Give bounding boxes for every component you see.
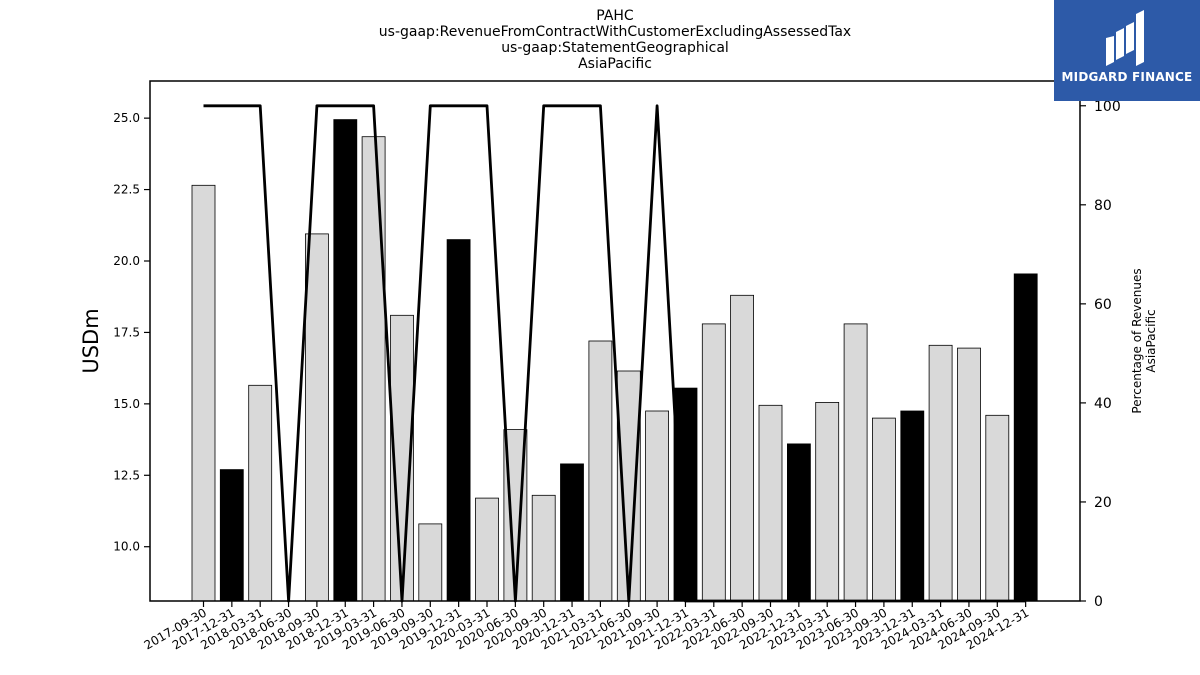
bar-2021-06-30 (616, 370, 641, 602)
bar-2018-03-31 (248, 384, 273, 602)
logo: MIDGARD FINANCE (1054, 0, 1200, 101)
title-line-1: us-gaap:RevenueFromContractWithCustomerE… (379, 24, 851, 40)
y-tick-label: 17.5 (113, 325, 140, 339)
bar-2024-12-31 (1013, 273, 1038, 602)
bar-2022-12-31 (787, 443, 811, 602)
chart-title: PAHCus-gaap:RevenueFromContractWithCusto… (379, 8, 851, 72)
bar-2017-09-30 (191, 184, 216, 602)
bar-2022-09-30 (758, 404, 783, 602)
bar-2021-09-30 (645, 410, 669, 602)
y-tick-label: 20.0 (113, 254, 140, 268)
title-line-0: PAHC (596, 8, 634, 24)
y-right-tick-label: 60 (1094, 297, 1112, 313)
bar-2024-09-30 (985, 414, 1010, 602)
bar-2019-09-30 (418, 523, 443, 602)
bar-2019-03-31 (361, 136, 386, 602)
bar-2023-06-30 (843, 323, 868, 602)
y-tick-label: 25.0 (113, 111, 140, 125)
bars-group (191, 119, 1038, 602)
bar-2023-03-31 (815, 401, 840, 602)
y-tick-label: 22.5 (113, 183, 140, 197)
bar-2020-03-31 (475, 497, 499, 602)
bar-2023-12-31 (900, 410, 925, 602)
logo-mark-icon (1106, 10, 1144, 66)
title-line-2: us-gaap:StatementGeographical (501, 40, 729, 56)
y-right-tick-label: 80 (1094, 198, 1112, 214)
y-tick-label: 15.0 (113, 397, 140, 411)
bar-2018-09-30 (304, 233, 329, 602)
bar-2024-03-31 (928, 344, 953, 602)
bar-2021-12-31 (673, 387, 698, 602)
y-axis-label-right: Percentage of Revenues AsiaPacific (1130, 268, 1158, 413)
logo-text: MIDGARD FINANCE (1061, 70, 1193, 84)
bar-2024-06-30 (957, 347, 981, 602)
y-axis-right: 0 20 40 60 80 100 (1080, 99, 1121, 610)
bar-2018-12-31 (333, 119, 358, 602)
bar-2020-09-30 (531, 494, 556, 602)
plot-frame (149, 80, 1081, 602)
y-tick-label: 10.0 (113, 540, 140, 554)
y-right-tick-label: 100 (1094, 99, 1121, 115)
y-right-tick-label: 20 (1094, 495, 1112, 511)
y-axis-label-left: USDm (79, 308, 103, 373)
bar-2022-06-30 (730, 294, 754, 602)
y-axis-left: 10.0 12.5 15.0 17.5 20.0 22.5 25.0 (113, 111, 150, 554)
bar-2019-12-31 (446, 239, 471, 602)
bar-2022-03-31 (701, 323, 726, 602)
y-right-label-line-0: Percentage of Revenues (1130, 268, 1144, 413)
bar-2020-12-31 (560, 463, 584, 602)
axes-group (149, 80, 1081, 602)
y-right-tick-label: 40 (1094, 396, 1112, 412)
title-line-3: AsiaPacific (578, 56, 652, 72)
y-tick-label: 12.5 (113, 468, 140, 482)
bar-2021-03-31 (588, 340, 613, 602)
y-right-label-line-1: AsiaPacific (1144, 309, 1158, 372)
y-right-tick-label: 0 (1094, 594, 1103, 610)
x-axis: 2017-09-302017-12-312018-03-312018-06-30… (142, 601, 1031, 652)
bar-2023-09-30 (872, 417, 896, 602)
bar-2017-12-31 (219, 469, 244, 602)
